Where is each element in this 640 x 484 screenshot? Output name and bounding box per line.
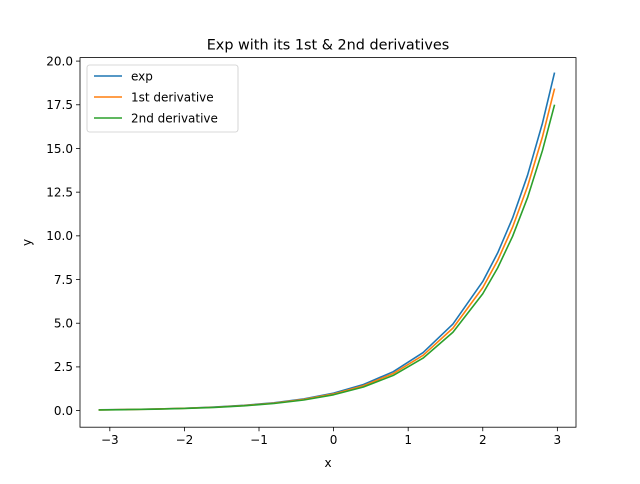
x-tick-label: 3 — [554, 433, 562, 447]
y-tick-label: 0.0 — [54, 404, 73, 418]
y-tick-label: 12.5 — [46, 185, 73, 199]
x-tick-label: 1 — [404, 433, 412, 447]
y-tick-label: 10.0 — [46, 229, 73, 243]
legend-label: exp — [131, 69, 153, 83]
y-axis-ticks: 0.0 2.5 5.0 7.5 10.0 12.5 15.0 17.5 20.0 — [46, 54, 80, 418]
series-layer — [98, 72, 556, 411]
x-tick-label: −3 — [101, 433, 119, 447]
y-tick-label: 20.0 — [46, 54, 73, 68]
legend-label: 2nd derivative — [131, 111, 218, 125]
x-tick-label: −2 — [176, 433, 194, 447]
y-tick-label: 2.5 — [54, 360, 73, 374]
x-tick-label: 0 — [330, 433, 338, 447]
x-axis-label: x — [324, 456, 331, 470]
series-line-1 — [98, 88, 556, 411]
y-tick-label: 17.5 — [46, 98, 73, 112]
plot-frame — [79, 57, 577, 428]
y-tick-label: 15.0 — [46, 142, 73, 156]
legend-box — [86, 64, 239, 133]
y-tick-label: 5.0 — [54, 317, 73, 331]
y-axis-label: y — [20, 239, 34, 246]
x-tick-label: 2 — [479, 433, 487, 447]
chart-title: Exp with its 1st & 2nd derivatives — [207, 38, 450, 54]
series-line-2 — [98, 104, 556, 411]
x-axis-ticks: −3 −2 −1 0 1 2 3 — [101, 427, 561, 447]
legend-label: 1st derivative — [131, 90, 214, 104]
y-tick-label: 7.5 — [54, 273, 73, 287]
legend: exp 1st derivative 2nd derivative — [86, 64, 239, 133]
x-tick-label: −1 — [250, 433, 268, 447]
